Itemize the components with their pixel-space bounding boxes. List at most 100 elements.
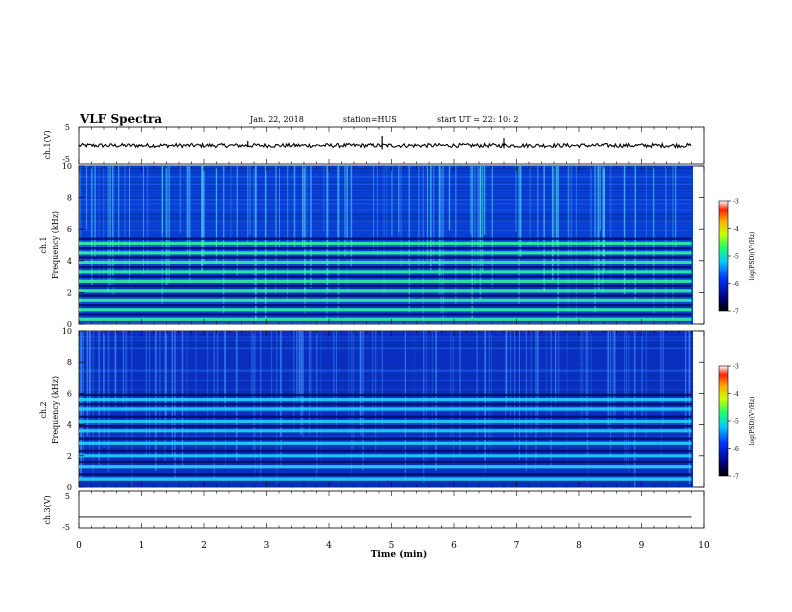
spec-streak (344, 166, 346, 257)
spec-streak (510, 331, 512, 420)
spec-streak (455, 166, 457, 304)
ch3-ylabel: ch.3(V) (43, 495, 52, 524)
colorbar-tick-label: -4 (733, 391, 739, 398)
spec-streak (216, 331, 219, 410)
spec-streak (645, 166, 647, 271)
freq-tick-label: 8 (67, 358, 72, 367)
spec-streak (653, 166, 655, 314)
spec-streak (623, 166, 626, 294)
spec-streak (346, 166, 348, 241)
colorbar-tick-label: -3 (733, 199, 739, 206)
spec-texture (79, 367, 692, 369)
spec-texture (79, 245, 692, 247)
spec-streak (674, 166, 677, 248)
spec-streak (82, 331, 84, 465)
ch1-colorbar-label: log(PSD)(V²/Hz) (749, 232, 756, 281)
spec-streak (287, 166, 289, 301)
spec-streak (518, 166, 520, 305)
spec-streak (303, 166, 304, 246)
ch1-colorbar: -3 -4 -5 -6 -7 log(PSD)(V²/Hz) (718, 199, 756, 316)
spec-streak (505, 331, 507, 425)
spec-streak (323, 166, 325, 232)
spec-streak (607, 331, 610, 429)
spec-texture (79, 320, 692, 323)
spec-band-1 (79, 308, 692, 312)
time-tick-label: 3 (264, 541, 270, 551)
spec-band-5 (79, 419, 692, 424)
spec-streak (400, 166, 402, 267)
spec-streak (404, 331, 406, 481)
spec-streak (352, 331, 354, 452)
spec-streak (515, 166, 517, 232)
spec-streak (302, 331, 304, 408)
spec-texture (79, 322, 692, 324)
spec-streak (570, 166, 572, 269)
spec-streak (381, 331, 383, 430)
spec-texture (79, 410, 692, 412)
spec-streak (438, 166, 440, 297)
spec-streak (85, 166, 88, 230)
spec-streak (596, 166, 598, 276)
spec-streak (555, 331, 557, 404)
spec-texture (79, 203, 692, 205)
time-tick-label: 9 (639, 541, 645, 551)
spec-streak (450, 331, 452, 438)
spec-texture (79, 370, 692, 372)
spec-band-dark-7 (79, 393, 692, 397)
spec-texture (79, 474, 692, 477)
ch2-freq-ticks: 0 2 4 6 8 10 (62, 327, 704, 492)
spec-band-6 (79, 260, 692, 264)
spec-texture (79, 380, 692, 382)
spec-streak (585, 331, 587, 422)
spec-band-dark-0 (79, 313, 692, 316)
spec-streak (391, 166, 393, 237)
freq-tick-label: 0 (67, 320, 72, 329)
spec-streak (597, 166, 600, 290)
spec-streak (551, 166, 554, 281)
spec-band-dark-6 (79, 403, 692, 406)
spec-streak (94, 166, 96, 258)
spec-streak (103, 331, 105, 410)
spec-texture (79, 167, 692, 170)
spec-streak (665, 166, 667, 309)
spec-band-3 (79, 289, 692, 293)
spec-streak (580, 331, 581, 435)
colorbar-tick-label: -6 (733, 281, 739, 288)
spec-streak (418, 166, 420, 274)
date-label: Jan. 22, 2018 (249, 115, 304, 124)
spec-streak (279, 166, 280, 248)
spec-streak (590, 331, 592, 411)
time-axis-labels: 0 1 2 3 4 5 6 7 8 9 10 (76, 541, 710, 551)
spec-texture (79, 369, 692, 371)
spec-texture (79, 391, 692, 394)
spec-texture (79, 187, 692, 189)
spec-texture (79, 374, 692, 376)
spec-streak (491, 166, 493, 288)
ch1-spec-ylabel: ch.1 (39, 236, 48, 253)
ch1-ytick-bottom: -5 (62, 155, 70, 164)
spec-band-dark-3 (79, 284, 692, 288)
spec-streak (253, 166, 255, 293)
ch2-spectrogram-bands (79, 331, 692, 488)
spec-texture (79, 435, 692, 437)
spec-texture (79, 176, 692, 178)
ch2-spec-ylabel-frequency: Frequency (kHz) (51, 376, 60, 444)
spec-streak (251, 331, 253, 400)
spec-streak (92, 331, 94, 481)
spec-streak (186, 331, 188, 438)
spec-band-dark-8 (79, 237, 692, 240)
colorbar-tick-label: -7 (733, 474, 739, 481)
spec-texture (79, 273, 692, 275)
start-time-label: start UT = 22: 10: 2 (437, 115, 518, 124)
spec-band-2 (79, 454, 692, 458)
spec-band-dark-4 (79, 275, 692, 278)
spec-streak (662, 331, 664, 426)
spec-streak (684, 331, 687, 433)
spec-streak (557, 331, 560, 398)
spec-streak (161, 166, 163, 234)
ch1-ytick-top: 5 (65, 123, 70, 132)
spec-streak (634, 166, 636, 300)
spec-band-7 (79, 251, 692, 255)
spec-streak (477, 166, 479, 270)
